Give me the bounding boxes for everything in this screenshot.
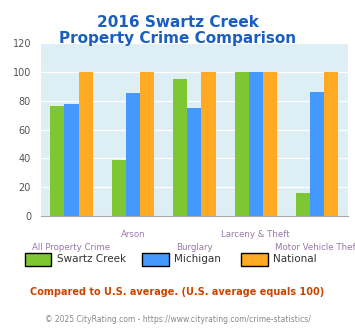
Bar <box>187 108 201 216</box>
Bar <box>235 72 249 216</box>
Text: 2016 Swartz Creek: 2016 Swartz Creek <box>97 15 258 30</box>
Text: Arson: Arson <box>121 230 145 239</box>
Bar <box>310 92 324 216</box>
Text: Michigan: Michigan <box>174 254 221 264</box>
Bar <box>173 79 187 216</box>
Bar <box>140 72 154 216</box>
Bar <box>112 160 126 216</box>
Bar <box>296 193 310 216</box>
Text: Swartz Creek: Swartz Creek <box>57 254 126 264</box>
Bar <box>324 72 338 216</box>
Text: Compared to U.S. average. (U.S. average equals 100): Compared to U.S. average. (U.S. average … <box>31 287 324 297</box>
Bar <box>78 72 93 216</box>
Bar <box>65 104 78 216</box>
Bar <box>263 72 277 216</box>
Text: © 2025 CityRating.com - https://www.cityrating.com/crime-statistics/: © 2025 CityRating.com - https://www.city… <box>45 315 310 324</box>
Text: National: National <box>273 254 317 264</box>
Bar <box>201 72 215 216</box>
Bar <box>249 72 263 216</box>
Text: All Property Crime: All Property Crime <box>32 243 111 251</box>
Text: Property Crime Comparison: Property Crime Comparison <box>59 31 296 46</box>
Bar <box>50 106 65 216</box>
Bar <box>126 93 140 216</box>
Text: Larceny & Theft: Larceny & Theft <box>222 230 290 239</box>
Text: Burglary: Burglary <box>176 243 213 251</box>
Text: Motor Vehicle Theft: Motor Vehicle Theft <box>275 243 355 251</box>
